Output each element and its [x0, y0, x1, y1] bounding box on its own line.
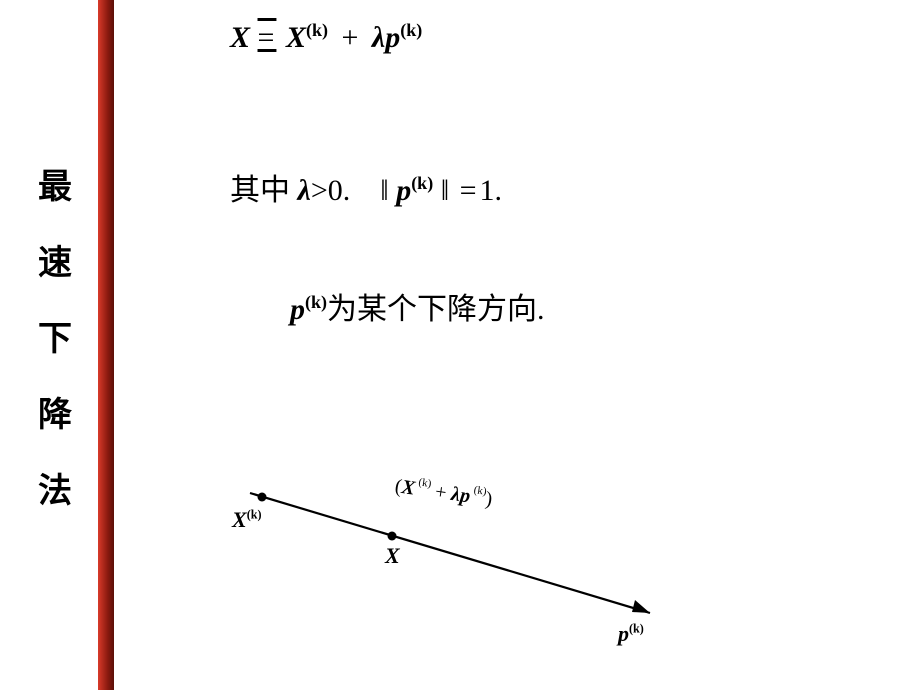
point-x: [388, 532, 397, 541]
desc-text: 为某个下降方向.: [327, 293, 545, 326]
title-char: 下: [38, 322, 78, 356]
arrow-head: [632, 600, 650, 613]
direction-line: [250, 493, 650, 613]
equals: =: [457, 174, 480, 207]
var-xk: X(k): [286, 21, 328, 54]
norm-right: ‖: [441, 174, 449, 207]
period: .: [495, 174, 503, 207]
title-char: 速: [38, 246, 78, 280]
prefix-text: 其中: [230, 174, 298, 207]
period: .: [343, 174, 351, 207]
var-lambda: λ: [372, 21, 385, 54]
var-x: X: [230, 21, 250, 54]
ge-sign: >: [311, 174, 328, 207]
norm-left: ‖: [380, 174, 388, 207]
title-char: 法: [38, 474, 78, 508]
direction-diagram: X(k) X (X (k) + λp (k)) p(k): [220, 445, 700, 665]
var-p: p(k): [385, 21, 422, 54]
accent-bar: [98, 0, 114, 690]
var-lambda: λ: [298, 174, 311, 207]
vertical-title: 最 速 下 降 法: [38, 170, 78, 550]
description-line: p(k)为某个下降方向.: [290, 284, 870, 328]
num-one: 1: [480, 174, 495, 207]
plus: +: [335, 21, 364, 54]
label-xk: X(k): [232, 507, 261, 533]
equals: =: [258, 21, 286, 54]
title-char: 降: [38, 398, 78, 432]
equation-main: X = X(k) + λp(k): [230, 20, 870, 55]
var-p: p(k): [290, 293, 327, 326]
point-xk: [258, 493, 267, 502]
content-area: X = X(k) + λp(k) 其中 λ>0. ‖ p(k) ‖ =1. p(…: [230, 20, 870, 328]
num-zero: 0: [328, 174, 343, 207]
condition-line: 其中 λ>0. ‖ p(k) ‖ =1.: [230, 165, 870, 209]
label-x: X: [385, 543, 400, 569]
label-pk: p(k): [618, 621, 644, 647]
var-p: p(k): [396, 174, 441, 207]
title-char: 最: [38, 170, 78, 204]
